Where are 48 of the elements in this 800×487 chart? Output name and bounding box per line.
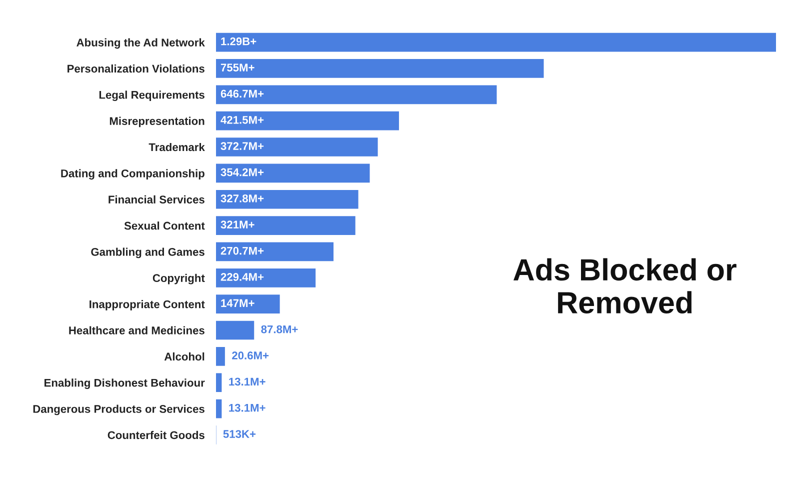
data-label: 372.7M+ <box>220 142 264 150</box>
bar <box>216 268 316 288</box>
y-tick-label: Counterfeit Goods <box>108 430 204 440</box>
data-label: 646.7M+ <box>220 90 264 98</box>
bar <box>216 59 544 78</box>
bar <box>216 138 378 156</box>
data-label: 13.1M+ <box>229 404 266 412</box>
y-tick-label: Alcohol <box>164 352 204 361</box>
y-tick-label: Inappropriate Content <box>90 300 205 310</box>
y-tick-label: Enabling Dishonest Behaviour <box>44 378 205 389</box>
y-tick-label: Financial Services <box>108 195 204 204</box>
y-tick-label: Misrepresentation <box>110 116 204 128</box>
y-tick-label: Personalization Violations <box>68 64 204 73</box>
data-label: 229.4M+ <box>220 273 264 281</box>
data-label: 20.6M+ <box>232 352 269 360</box>
bar <box>216 399 222 418</box>
data-label: 270.7M+ <box>220 246 264 255</box>
bar <box>216 216 356 235</box>
y-tick-label: Dangerous Products or Services <box>33 404 204 416</box>
y-tick-label: Dating and Companionship <box>61 169 204 180</box>
y-tick-label: Legal Requirements <box>99 90 204 102</box>
y-tick-label: Trademark <box>148 142 205 152</box>
bar <box>216 242 334 262</box>
y-tick-label: Gambling and Games <box>91 248 204 258</box>
bar <box>216 32 776 52</box>
bar <box>216 347 225 366</box>
bar <box>216 294 280 314</box>
data-label: 327.8M+ <box>220 194 264 202</box>
data-label: 13.1M+ <box>229 378 266 386</box>
text: Ads Blocked or Removed <box>514 258 736 314</box>
data-label: 147M+ <box>221 299 254 307</box>
y-tick-label: Sexual Content <box>124 222 205 230</box>
bar <box>216 85 497 104</box>
bar <box>216 164 370 183</box>
bar <box>216 111 399 130</box>
data-label: 87.8M+ <box>261 325 298 334</box>
data-label: 1.29B+ <box>221 37 256 46</box>
bar <box>216 373 222 392</box>
y-tick-label: Healthcare and Medicines <box>69 326 204 334</box>
bar <box>216 190 358 209</box>
data-label: 354.2M+ <box>220 168 264 176</box>
data-label: 755M+ <box>220 64 254 72</box>
y-tick-label: Abusing the Ad Network <box>76 38 205 49</box>
data-label: 513K+ <box>223 430 256 438</box>
data-label: 321M+ <box>220 220 254 229</box>
bar <box>216 320 254 340</box>
data-label: 421.5M+ <box>220 116 264 124</box>
y-tick-label: Copyright <box>152 274 205 284</box>
